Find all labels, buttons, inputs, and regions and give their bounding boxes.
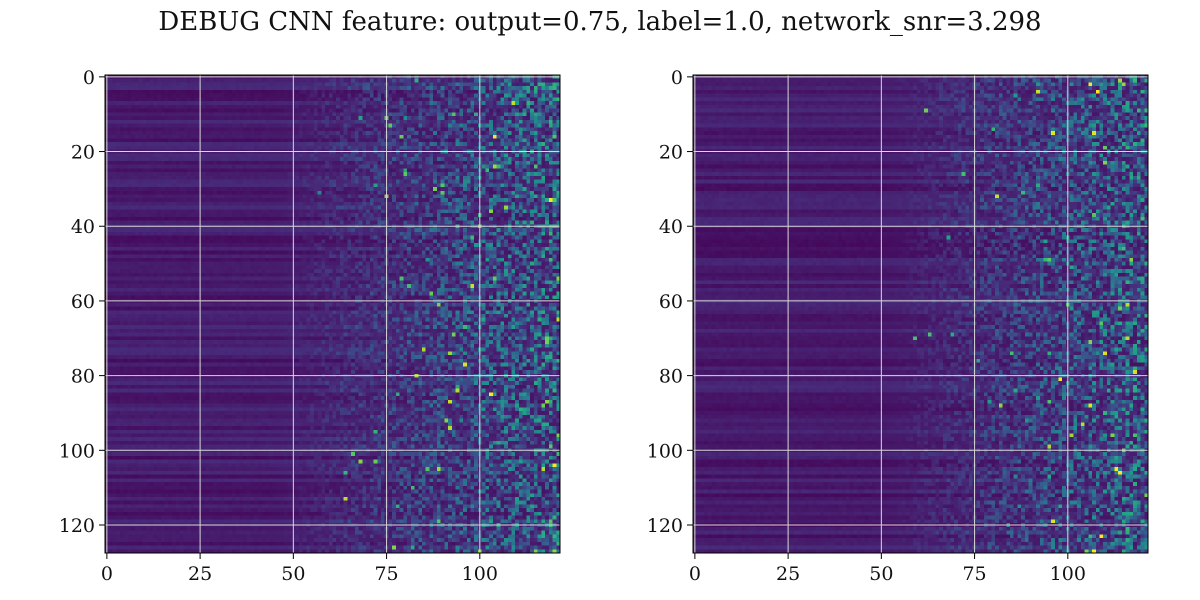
- y-tick-label: 20: [659, 142, 683, 164]
- x-tick-label: 100: [462, 563, 498, 585]
- y-tick-label: 80: [659, 366, 683, 388]
- x-tick-label: 0: [101, 563, 113, 585]
- x-tick-label: 50: [869, 563, 893, 585]
- y-tick-label: 60: [659, 291, 683, 313]
- y-tick-label: 40: [659, 216, 683, 238]
- heatmap-image: [693, 75, 1148, 553]
- y-tick-label: 120: [647, 515, 683, 537]
- y-tick-label: 60: [71, 291, 95, 313]
- y-tick-label: 100: [59, 440, 95, 462]
- axes-frame: [692, 74, 1149, 554]
- y-tick-label: 20: [71, 142, 95, 164]
- y-tick-label: 40: [71, 216, 95, 238]
- x-tick-label: 75: [374, 563, 398, 585]
- axes-frame: [104, 74, 561, 554]
- y-tick-label: 0: [671, 67, 683, 89]
- x-tick-label: 75: [962, 563, 986, 585]
- x-tick-label: 25: [776, 563, 800, 585]
- y-tick-label: 100: [647, 440, 683, 462]
- heatmap-panel-right: 0 25 50 75 100 0 20 40 60 80 100 120: [647, 67, 1149, 585]
- figure-title: DEBUG CNN feature: output=0.75, label=1.…: [158, 7, 1042, 37]
- heatmap-image: [105, 75, 560, 553]
- x-tick-label: 25: [188, 563, 212, 585]
- x-tick-label: 0: [689, 563, 701, 585]
- y-tick-label: 0: [83, 67, 95, 89]
- y-tick-label: 80: [71, 366, 95, 388]
- x-tick-label: 50: [281, 563, 305, 585]
- y-tick-label: 120: [59, 515, 95, 537]
- x-tick-label: 100: [1050, 563, 1086, 585]
- heatmap-panel-left: 0 25 50 75 100 0 20 40 60 80 100 120: [59, 67, 561, 585]
